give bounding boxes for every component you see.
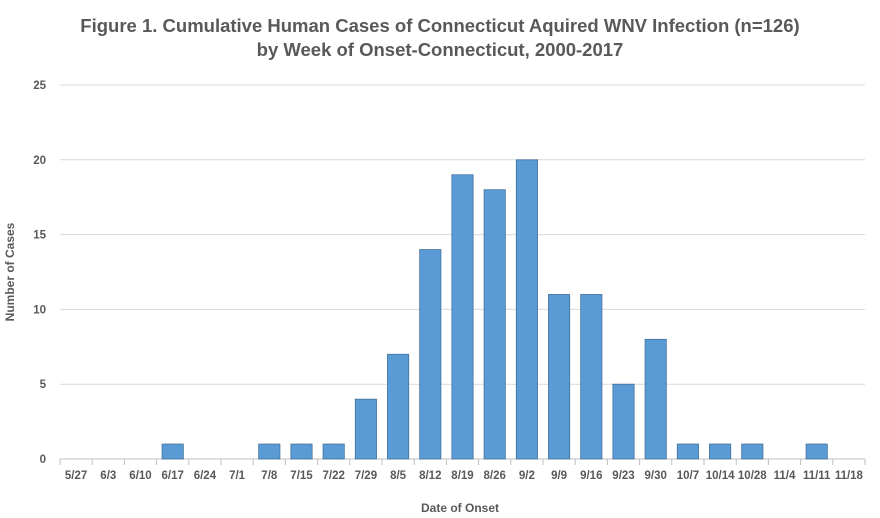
- bar: [161, 443, 184, 460]
- bar: [451, 174, 474, 460]
- x-tick-label: 6/10: [129, 470, 151, 482]
- bar: [805, 443, 828, 460]
- x-tick-label: 10/14: [706, 470, 735, 482]
- bar: [515, 159, 538, 460]
- x-tick-label: 9/16: [580, 470, 602, 482]
- y-axis-label: Number of Cases: [3, 222, 17, 321]
- bar: [548, 294, 571, 460]
- bar: [387, 353, 410, 460]
- x-tick-label: 8/26: [484, 470, 506, 482]
- x-tick-label: 8/5: [390, 470, 407, 482]
- bar: [644, 338, 667, 460]
- x-tick-label: 5/27: [65, 470, 87, 482]
- x-tick-label: 9/9: [551, 470, 567, 482]
- chart-title-line1: Figure 1. Cumulative Human Cases of Conn…: [80, 15, 800, 36]
- bar: [580, 294, 603, 460]
- bar: [258, 443, 281, 460]
- bar: [709, 443, 732, 460]
- y-tick-label: 10: [33, 304, 46, 316]
- x-tick-label: 9/2: [519, 470, 535, 482]
- x-tick-label: 7/22: [323, 470, 345, 482]
- y-tick-label: 0: [40, 454, 46, 466]
- bar: [354, 398, 377, 460]
- x-tick-label: 6/3: [100, 470, 116, 482]
- x-tick-label: 6/24: [194, 470, 217, 482]
- x-tick-label: 11/11: [803, 470, 831, 482]
- x-tick-label: 8/19: [451, 470, 473, 482]
- x-axis-label: Date of Onset: [421, 501, 499, 515]
- x-tick-label: 9/23: [612, 470, 634, 482]
- x-tick-label: 6/17: [162, 470, 184, 482]
- x-tick-label: 10/7: [677, 470, 699, 482]
- y-tick-label: 25: [33, 80, 46, 92]
- y-tick-label: 20: [33, 155, 46, 167]
- bar: [676, 443, 699, 460]
- bar: [419, 249, 442, 460]
- x-tick-label: 11/18: [835, 470, 864, 482]
- bar: [612, 383, 635, 460]
- chart-title: Figure 1. Cumulative Human Cases of Conn…: [0, 14, 880, 62]
- chart-title-line2: by Week of Onset-Connecticut, 2000-2017: [256, 39, 624, 60]
- y-tick-label: 15: [33, 230, 46, 242]
- bar: [322, 443, 345, 460]
- x-tick-label: 7/8: [261, 470, 278, 482]
- y-tick-label: 5: [40, 379, 47, 391]
- x-tick-label: 7/1: [229, 470, 246, 482]
- x-tick-label: 7/29: [355, 470, 377, 482]
- x-tick-label: 9/30: [645, 470, 667, 482]
- bar: [741, 443, 764, 460]
- bar: [290, 443, 313, 460]
- x-tick-label: 10/28: [738, 470, 767, 482]
- x-tick-label: 7/15: [290, 470, 313, 482]
- x-tick-label: 8/12: [419, 470, 441, 482]
- bar: [483, 189, 506, 460]
- x-tick-label: 11/4: [774, 470, 796, 482]
